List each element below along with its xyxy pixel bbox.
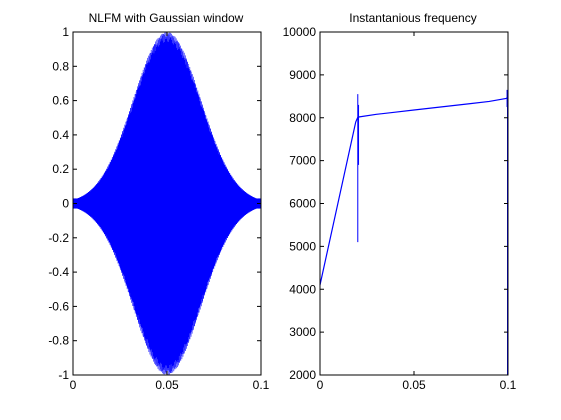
frequency-y-tick-label: 9000 (289, 68, 316, 82)
frequency-y-tick-label: 8000 (289, 111, 316, 125)
frequency-y-tick-label: 2000 (289, 368, 316, 382)
frequency-y-tick-label: 10000 (283, 25, 317, 39)
nlfm-plot-area (72, 32, 262, 375)
frequency-y-tick-label: 4000 (289, 282, 316, 296)
frequency-y-tick-label: 7000 (289, 154, 316, 168)
frequency-x-tick-label: 0 (317, 378, 324, 392)
nlfm-y-tick-label: 0.6 (52, 94, 69, 108)
axes-nlfm-ticks: 0 0.05 0.1 -1 -0.8 -0.6 -0.4 -0.2 0 0.2 0.4 0.6 0.8 1 (48, 25, 269, 392)
nlfm-y-tick-label: 0.8 (52, 59, 69, 73)
nlfm-y-tick-label: -0.8 (48, 334, 69, 348)
axes-frequency-title: Instantanious frequency (349, 11, 476, 25)
nlfm-y-tick-label: -0.4 (48, 265, 69, 279)
nlfm-x-tick-label: 0 (70, 378, 77, 392)
nlfm-y-tick-label: 1 (62, 25, 69, 39)
axes-nlfm-title: NLFM with Gaussian window (89, 11, 244, 25)
nlfm-x-tick-label: 0.1 (253, 378, 270, 392)
nlfm-y-tick-label: 0.4 (52, 128, 69, 142)
frequency-plot-area (319, 89, 509, 375)
axes-frequency-frame (319, 31, 509, 376)
axes-nlfm: NLFM with Gaussian window 0 0.05 0.1 -1 -0.8… (48, 11, 269, 392)
axes-frequency-ticks: 0 0.05 0.1 2000 3000 4000 5000 6000 7000 8000 9000… (283, 25, 517, 392)
frequency-series-line (319, 96, 509, 286)
nlfm-x-tick-label: 0.05 (155, 378, 179, 392)
nlfm-y-tick-label: -0.6 (48, 299, 69, 313)
nlfm-y-tick-label: 0 (62, 197, 69, 211)
nlfm-signal-line (72, 32, 262, 375)
nlfm-y-tick-label: 0.2 (52, 162, 69, 176)
nlfm-y-tick-label: -0.2 (48, 231, 69, 245)
frequency-x-tick-label: 0.1 (500, 378, 517, 392)
frequency-y-tick-label: 6000 (289, 197, 316, 211)
frequency-y-tick-label: 3000 (289, 325, 316, 339)
frequency-y-tick-label: 5000 (289, 239, 316, 253)
frequency-x-tick-label: 0.05 (402, 378, 426, 392)
axes-frequency: Instantanious frequency 0 0.05 0.1 2000 3000… (283, 11, 517, 392)
nlfm-y-tick-label: -1 (58, 368, 69, 382)
